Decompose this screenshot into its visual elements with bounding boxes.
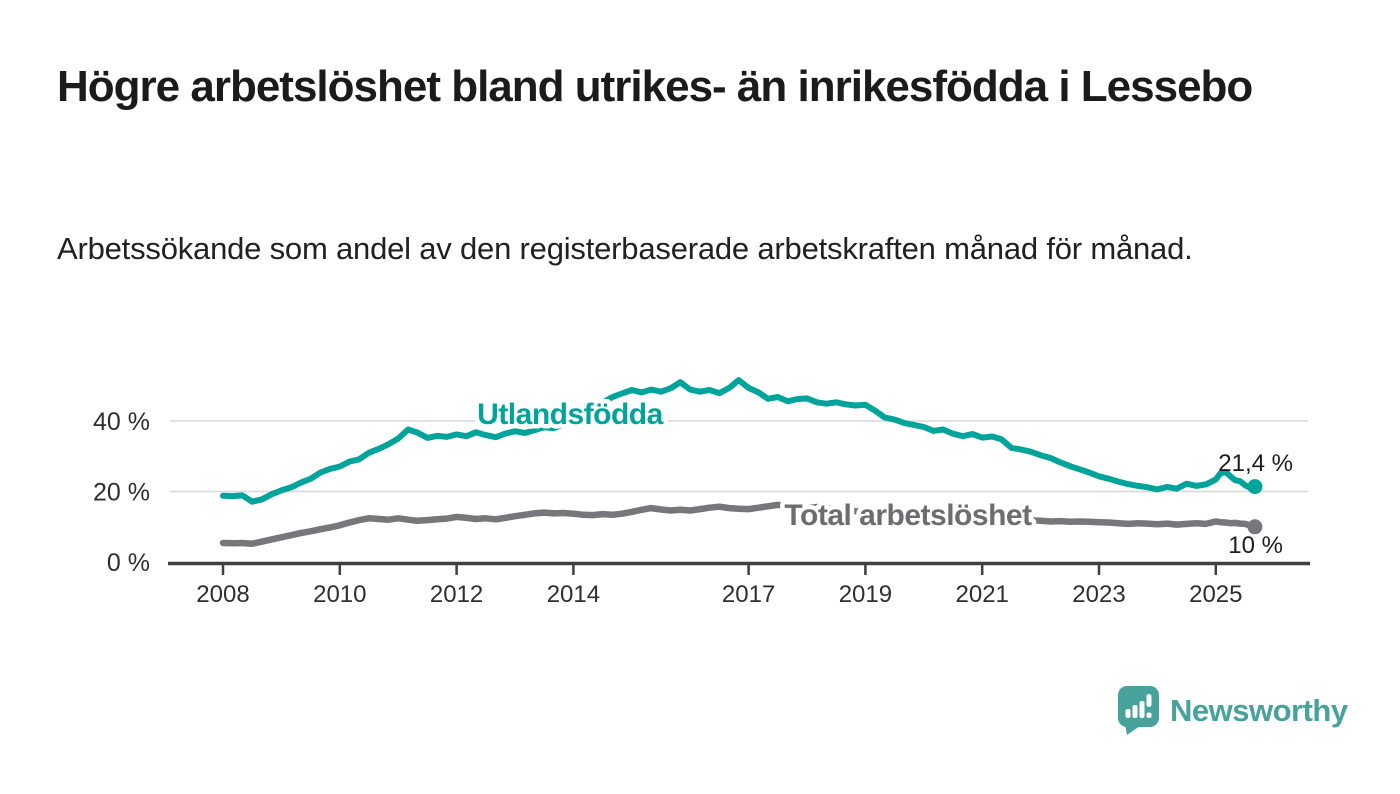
series-label-utlandsf-dda: Utlandsfödda — [477, 398, 663, 431]
brand-footer: Newsworthy — [1118, 686, 1348, 736]
end-dot-total-arbetsl-shet — [1247, 519, 1263, 535]
x-tick-label-2010: 2010 — [313, 581, 366, 608]
y-tick-label-40: 40 % — [93, 408, 150, 436]
newsworthy-logo-icon — [1118, 686, 1159, 735]
page-title: Högre arbetslöshet bland utrikes- än inr… — [57, 62, 1253, 111]
x-tick-label-2012: 2012 — [430, 581, 483, 608]
x-tick-label-2014: 2014 — [547, 581, 600, 608]
x-tick-label-2019: 2019 — [839, 581, 892, 608]
y-tick-label-0: 0 % — [107, 549, 150, 577]
x-tick-label-2008: 2008 — [196, 581, 249, 608]
x-tick-label-2023: 2023 — [1072, 581, 1125, 608]
end-value-label-utlandsf-dda: 21,4 % — [1218, 450, 1293, 477]
end-dot-utlandsf-dda — [1247, 479, 1263, 495]
end-value-label-total-arbetsl-shet: 10 % — [1228, 532, 1283, 559]
x-tick-label-2021: 2021 — [956, 581, 1009, 608]
x-tick-label-2017: 2017 — [722, 581, 775, 608]
brand-name: Newsworthy — [1170, 693, 1348, 728]
series-line-total-arbetsl-shet — [219, 501, 1259, 547]
series-line-utlandsf-dda — [220, 377, 1258, 505]
series-label-total-arbetsl-shet: Total arbetslöshet — [784, 499, 1032, 532]
x-tick-label-2025: 2025 — [1189, 581, 1242, 608]
chart-subtitle: Arbetssökande som andel av den registerb… — [57, 231, 1193, 266]
y-tick-label-20: 20 % — [93, 479, 150, 507]
